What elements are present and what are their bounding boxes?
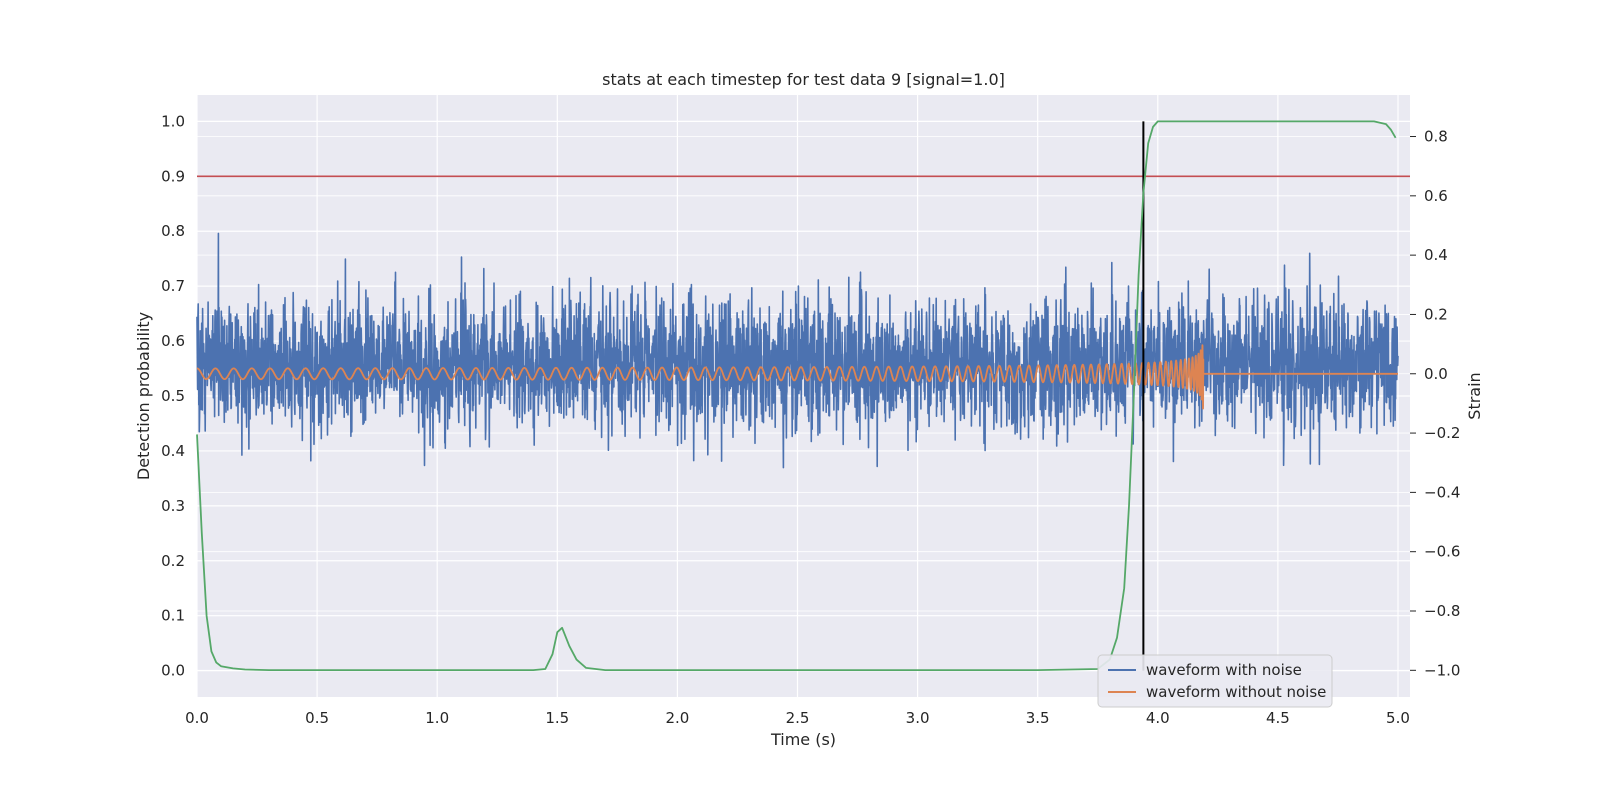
y-tick-label: 0.6 [161, 332, 185, 350]
x-tick-label: 4.5 [1266, 709, 1290, 727]
x-tick-label: 5.0 [1386, 709, 1410, 727]
y-tick-label: 0.2 [161, 552, 185, 570]
y-tick-label: 0.4 [161, 442, 185, 460]
y-tick-label: 0.9 [161, 167, 185, 185]
y-right-tick-label: −1.0 [1424, 661, 1460, 679]
y-tick-label: 0.1 [161, 607, 185, 625]
legend: waveform with noise waveform without nois… [1097, 654, 1333, 708]
y-right-tick-label: 0.6 [1424, 187, 1448, 205]
chart-title: stats at each timestep for test data 9 [… [602, 70, 1005, 89]
y-tick-label: 1.0 [161, 112, 185, 130]
y-tick-label: 0.5 [161, 387, 185, 405]
y-right-tick-label: −0.4 [1424, 483, 1460, 501]
y-right-tick-label: −0.6 [1424, 543, 1460, 561]
y-tick-label: 0.0 [161, 662, 185, 680]
y-right-tick-label: 0.8 [1424, 128, 1448, 146]
y-right-tick-label: 0.2 [1424, 305, 1448, 323]
x-tick-label: 1.5 [545, 709, 569, 727]
y-axis-label: Detection probability [134, 312, 153, 480]
y-right-tick-label: 0.0 [1424, 365, 1448, 383]
clean-waveform-series [196, 344, 1399, 410]
detection-probability-line [196, 120, 1397, 671]
clean-waveform-line [196, 344, 1399, 410]
x-tick-label: 0.0 [185, 709, 209, 727]
x-tick-label: 3.0 [906, 709, 930, 727]
x-axis-label: Time (s) [770, 730, 836, 749]
legend-label: waveform without noise [1146, 683, 1326, 701]
x-tick-label: 4.0 [1146, 709, 1170, 727]
x-tick-label: 2.5 [786, 709, 810, 727]
y-tick-label: 0.8 [161, 222, 185, 240]
y-right-tick-label: −0.2 [1424, 424, 1460, 442]
x-tick-label: 1.0 [425, 709, 449, 727]
legend-box [1097, 654, 1333, 708]
x-tick-label: 3.5 [1026, 709, 1050, 727]
markers-layer [196, 120, 1410, 671]
y-axis-right-label: Strain [1465, 372, 1484, 419]
legend-label: waveform with noise [1146, 661, 1302, 679]
y-tick-label: 0.3 [161, 497, 185, 515]
x-tick-label: 0.5 [305, 709, 329, 727]
y-tick-label: 0.7 [161, 277, 185, 295]
x-tick-label: 2.0 [665, 709, 689, 727]
y-right-tick-label: 0.4 [1424, 246, 1448, 264]
axes-layer: 0.0 0.5 1.0 1.5 2.0 2.5 3.0 3.5 4.0 4.5 5.0 0.0 0.1 0… [161, 112, 1460, 727]
y-right-tick-label: −0.8 [1424, 602, 1460, 620]
